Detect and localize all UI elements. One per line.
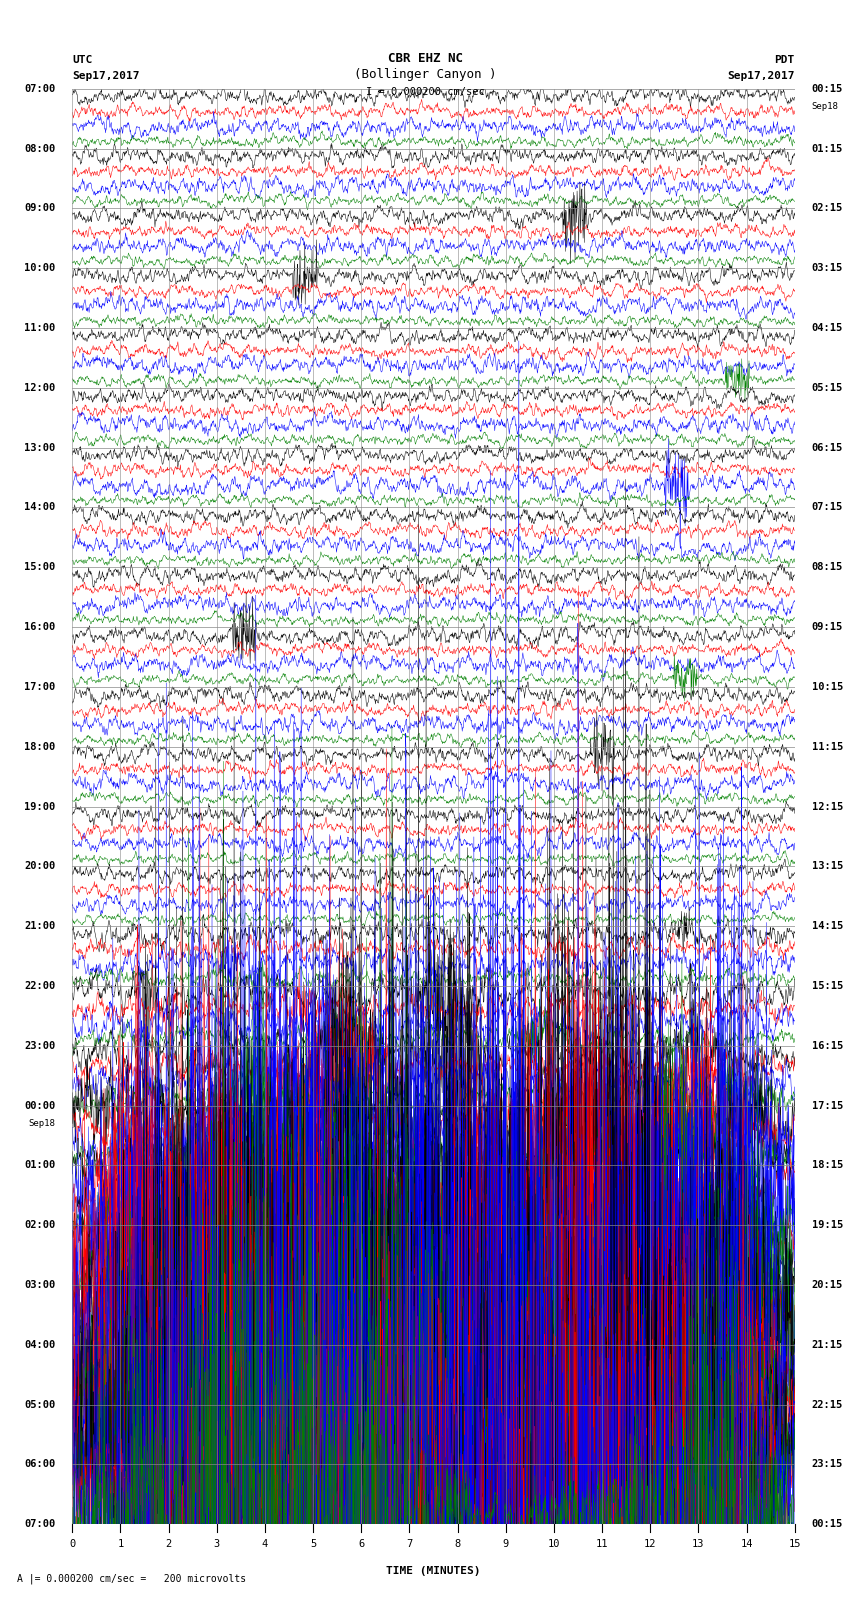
Text: PDT: PDT	[774, 55, 795, 65]
Text: 1: 1	[117, 1539, 123, 1548]
Text: (Bollinger Canyon ): (Bollinger Canyon )	[354, 68, 496, 81]
Text: 20:15: 20:15	[812, 1281, 843, 1290]
Text: 11:00: 11:00	[24, 323, 55, 332]
Text: 04:15: 04:15	[812, 323, 843, 332]
Text: CBR EHZ NC: CBR EHZ NC	[388, 52, 462, 65]
Text: 15: 15	[789, 1539, 801, 1548]
Text: 02:00: 02:00	[24, 1219, 55, 1231]
Text: 16:00: 16:00	[24, 623, 55, 632]
Text: 17:00: 17:00	[24, 682, 55, 692]
Text: 7: 7	[406, 1539, 412, 1548]
Text: 19:15: 19:15	[812, 1219, 843, 1231]
Text: 19:00: 19:00	[24, 802, 55, 811]
Text: 15:00: 15:00	[24, 563, 55, 573]
Text: I = 0.000200 cm/sec: I = 0.000200 cm/sec	[366, 87, 484, 97]
Text: 10:15: 10:15	[812, 682, 843, 692]
Text: 3: 3	[213, 1539, 220, 1548]
Text: 07:00: 07:00	[24, 1519, 55, 1529]
Text: 02:15: 02:15	[812, 203, 843, 213]
Text: 06:00: 06:00	[24, 1460, 55, 1469]
Text: 9: 9	[502, 1539, 509, 1548]
Text: 14:15: 14:15	[812, 921, 843, 931]
Text: 21:15: 21:15	[812, 1340, 843, 1350]
Text: 22:15: 22:15	[812, 1400, 843, 1410]
Text: 07:00: 07:00	[24, 84, 55, 94]
Text: 10: 10	[547, 1539, 560, 1548]
Text: 13: 13	[692, 1539, 705, 1548]
Text: Sep18: Sep18	[812, 102, 838, 111]
Text: 07:15: 07:15	[812, 502, 843, 513]
Text: 11:15: 11:15	[812, 742, 843, 752]
Text: 05:15: 05:15	[812, 382, 843, 394]
Text: Sep17,2017: Sep17,2017	[72, 71, 139, 81]
Text: 18:00: 18:00	[24, 742, 55, 752]
Text: 06:15: 06:15	[812, 442, 843, 453]
Text: 09:15: 09:15	[812, 623, 843, 632]
Text: 0: 0	[69, 1539, 76, 1548]
Text: 4: 4	[262, 1539, 268, 1548]
Text: 14:00: 14:00	[24, 502, 55, 513]
Text: 2: 2	[166, 1539, 172, 1548]
Text: Sep17,2017: Sep17,2017	[728, 71, 795, 81]
Text: A |= 0.000200 cm/sec =   200 microvolts: A |= 0.000200 cm/sec = 200 microvolts	[17, 1573, 246, 1584]
Text: 15:15: 15:15	[812, 981, 843, 990]
Text: 01:15: 01:15	[812, 144, 843, 153]
Text: 05:00: 05:00	[24, 1400, 55, 1410]
Text: 6: 6	[358, 1539, 365, 1548]
Text: UTC: UTC	[72, 55, 93, 65]
Text: 08:00: 08:00	[24, 144, 55, 153]
Text: 13:00: 13:00	[24, 442, 55, 453]
Text: 00:15: 00:15	[812, 1519, 843, 1529]
Text: 18:15: 18:15	[812, 1160, 843, 1171]
Text: 08:15: 08:15	[812, 563, 843, 573]
Text: 22:00: 22:00	[24, 981, 55, 990]
Text: 12: 12	[644, 1539, 656, 1548]
Text: 14: 14	[740, 1539, 753, 1548]
Text: 17:15: 17:15	[812, 1100, 843, 1111]
Text: 20:00: 20:00	[24, 861, 55, 871]
Text: 12:15: 12:15	[812, 802, 843, 811]
Text: 04:00: 04:00	[24, 1340, 55, 1350]
Text: 13:15: 13:15	[812, 861, 843, 871]
Text: 03:00: 03:00	[24, 1281, 55, 1290]
Text: 8: 8	[455, 1539, 461, 1548]
Text: Sep18: Sep18	[29, 1119, 55, 1127]
Text: 10:00: 10:00	[24, 263, 55, 273]
Text: 23:15: 23:15	[812, 1460, 843, 1469]
Text: 21:00: 21:00	[24, 921, 55, 931]
Text: 23:00: 23:00	[24, 1040, 55, 1050]
Text: 00:15: 00:15	[812, 84, 843, 94]
Text: TIME (MINUTES): TIME (MINUTES)	[386, 1566, 481, 1576]
Text: 12:00: 12:00	[24, 382, 55, 394]
Text: 09:00: 09:00	[24, 203, 55, 213]
Text: 01:00: 01:00	[24, 1160, 55, 1171]
Text: 16:15: 16:15	[812, 1040, 843, 1050]
Text: 5: 5	[310, 1539, 316, 1548]
Text: 03:15: 03:15	[812, 263, 843, 273]
Text: 11: 11	[596, 1539, 609, 1548]
Text: 00:00: 00:00	[24, 1100, 55, 1111]
